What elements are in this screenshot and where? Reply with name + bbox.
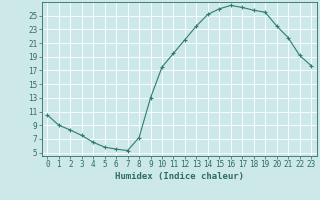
X-axis label: Humidex (Indice chaleur): Humidex (Indice chaleur) (115, 172, 244, 181)
